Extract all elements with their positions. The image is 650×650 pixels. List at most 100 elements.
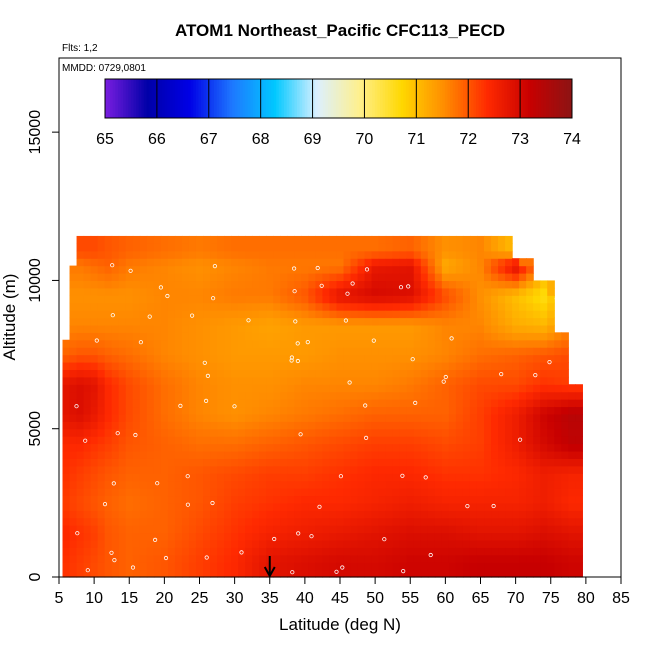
heatmap-cell bbox=[181, 354, 190, 363]
heatmap-cell bbox=[245, 399, 253, 408]
heatmap-cell bbox=[118, 347, 127, 356]
heatmap-cell bbox=[132, 480, 141, 489]
heatmap-cell bbox=[238, 406, 246, 415]
heatmap-cell bbox=[357, 473, 366, 482]
heatmap-cell bbox=[329, 421, 338, 430]
heatmap-cell bbox=[97, 295, 106, 304]
heatmap-cell bbox=[540, 562, 548, 571]
heatmap-cell bbox=[462, 324, 471, 333]
heatmap-cell bbox=[469, 406, 478, 415]
heatmap-cell bbox=[62, 554, 71, 563]
heatmap-cell bbox=[308, 339, 317, 348]
heatmap-cell bbox=[476, 532, 485, 541]
colorbar-swatch bbox=[341, 79, 345, 118]
colorbar-swatch bbox=[130, 79, 135, 118]
heatmap-cell bbox=[181, 569, 190, 578]
heatmap-cell bbox=[519, 369, 527, 378]
heatmap-cell bbox=[385, 258, 394, 267]
heatmap-cell bbox=[111, 421, 120, 430]
heatmap-cell bbox=[118, 295, 127, 304]
heatmap-cell bbox=[526, 547, 534, 556]
heatmap-cell bbox=[118, 354, 127, 363]
sample-point bbox=[102, 501, 108, 507]
heatmap-cell bbox=[90, 473, 99, 482]
heatmap-cell bbox=[413, 339, 422, 348]
heatmap-cell bbox=[455, 250, 464, 259]
heatmap-cell bbox=[329, 354, 338, 363]
heatmap-cell bbox=[350, 436, 359, 445]
heatmap-cell bbox=[266, 450, 274, 459]
heatmap-cell bbox=[188, 384, 197, 393]
heatmap-cell bbox=[385, 376, 394, 385]
heatmap-cell bbox=[420, 473, 429, 482]
heatmap-cell bbox=[322, 339, 331, 348]
heatmap-cell bbox=[469, 532, 478, 541]
heatmap-cell bbox=[104, 532, 113, 541]
heatmap-cell bbox=[308, 317, 317, 326]
colorbar-swatch bbox=[411, 79, 415, 118]
heatmap-cell bbox=[469, 502, 478, 511]
heatmap-cell bbox=[350, 324, 359, 333]
heatmap-cell bbox=[364, 413, 373, 422]
heatmap-cell bbox=[245, 258, 253, 267]
heatmap-cell bbox=[434, 532, 443, 541]
heatmap-cell bbox=[139, 302, 148, 311]
heatmap-cell bbox=[238, 450, 246, 459]
heatmap-cell bbox=[371, 421, 380, 430]
heatmap-cell bbox=[533, 562, 541, 571]
heatmap-cell bbox=[146, 547, 155, 556]
heatmap-cell bbox=[322, 517, 331, 526]
heatmap-cell bbox=[561, 539, 569, 548]
heatmap-cell bbox=[315, 458, 324, 467]
heatmap-cell bbox=[217, 339, 225, 348]
heatmap-cell bbox=[505, 361, 513, 370]
heatmap-cell bbox=[69, 280, 78, 289]
heatmap-cell bbox=[476, 465, 485, 474]
heatmap-cell bbox=[217, 361, 225, 370]
heatmap-cell bbox=[181, 488, 190, 497]
heatmap-cell bbox=[315, 384, 324, 393]
heatmap-cell bbox=[280, 554, 288, 563]
heatmap-cell bbox=[336, 450, 345, 459]
heatmap-cell bbox=[533, 480, 541, 489]
heatmap-cell bbox=[224, 317, 232, 326]
heatmap-cell bbox=[526, 428, 534, 437]
heatmap-cell bbox=[153, 287, 162, 296]
heatmap-cell bbox=[322, 280, 331, 289]
heatmap-cell bbox=[259, 413, 267, 422]
heatmap-cell bbox=[245, 280, 253, 289]
heatmap-cell bbox=[160, 532, 169, 541]
heatmap-cell bbox=[160, 569, 169, 578]
heatmap-cell bbox=[357, 376, 366, 385]
heatmap-cell bbox=[420, 354, 429, 363]
colorbar-swatch bbox=[468, 79, 472, 118]
heatmap-cell bbox=[491, 539, 499, 548]
heatmap-cell bbox=[273, 295, 281, 304]
heatmap-cell bbox=[357, 317, 366, 326]
heatmap-cell bbox=[505, 495, 513, 504]
heatmap-cell bbox=[413, 384, 422, 393]
heatmap-cell bbox=[188, 510, 197, 519]
heatmap-cell bbox=[245, 250, 253, 259]
heatmap-cell bbox=[132, 324, 141, 333]
heatmap-cell bbox=[441, 399, 450, 408]
heatmap-cell bbox=[160, 250, 169, 259]
heatmap-cell bbox=[203, 347, 211, 356]
heatmap-cell bbox=[455, 502, 464, 511]
heatmap-cell bbox=[526, 569, 534, 578]
heatmap-cell bbox=[259, 273, 267, 282]
heatmap-cell bbox=[231, 547, 239, 556]
heatmap-cell bbox=[76, 539, 85, 548]
heatmap-cell bbox=[322, 480, 331, 489]
heatmap-cell bbox=[308, 517, 317, 526]
heatmap-cell bbox=[90, 235, 99, 244]
heatmap-cell bbox=[491, 443, 499, 452]
flights-label: Flts: 1,2 bbox=[62, 43, 98, 54]
heatmap-cell bbox=[238, 265, 246, 274]
heatmap-cell bbox=[420, 339, 429, 348]
heatmap-cell bbox=[434, 562, 443, 571]
heatmap-cell bbox=[385, 436, 394, 445]
heatmap-cell bbox=[301, 413, 309, 422]
heatmap-cell bbox=[146, 517, 155, 526]
colorbar-swatch bbox=[553, 79, 557, 118]
